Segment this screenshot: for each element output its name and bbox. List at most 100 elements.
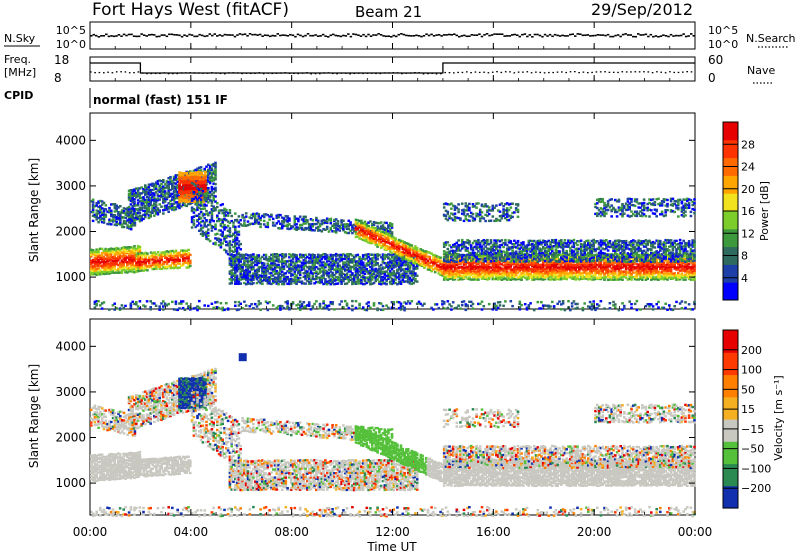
heatmap-cell — [113, 210, 117, 213]
heatmap-cell — [237, 260, 241, 263]
heatmap-cell — [230, 253, 233, 256]
heatmap-cell — [200, 182, 203, 185]
heatmap-cell — [158, 186, 161, 189]
heatmap-cell — [156, 207, 160, 210]
heatmap-cell — [342, 223, 345, 226]
heatmap-cell — [217, 209, 221, 212]
nsky-point — [339, 35, 343, 38]
heatmap-cell — [262, 271, 266, 275]
heatmap-cell — [293, 278, 297, 282]
heatmap-cell — [325, 272, 329, 275]
heatmap-cell — [158, 198, 161, 201]
heatmap-cell — [185, 181, 189, 185]
heatmap-cell — [221, 225, 224, 229]
heatmap-cell — [167, 202, 170, 205]
heatmap-cell — [363, 224, 367, 228]
heatmap-cell — [397, 272, 401, 275]
heatmap-cell — [136, 244, 140, 248]
heatmap-cell — [406, 274, 410, 277]
heatmap-cell — [187, 202, 190, 206]
heatmap-cell — [345, 227, 349, 230]
heatmap-cell — [428, 258, 432, 261]
heatmap-cell — [536, 277, 540, 281]
heatmap-cell — [91, 208, 95, 211]
heatmap-cell — [376, 268, 379, 271]
nave-point — [90, 71, 92, 73]
heatmap-cell — [185, 204, 188, 208]
heatmap-cell — [102, 213, 106, 216]
nsky-point — [503, 35, 506, 37]
heatmap-cell — [223, 226, 226, 229]
heatmap-cell — [514, 274, 518, 277]
heatmap-cell — [327, 256, 331, 259]
heatmap-cell — [252, 265, 255, 268]
heatmap-cell — [325, 270, 329, 273]
heatmap-cell — [154, 210, 158, 213]
heatmap-cell — [396, 245, 399, 249]
heatmap-cell — [507, 272, 511, 275]
heatmap-cell — [244, 272, 248, 275]
heatmap-cell — [140, 208, 143, 211]
heatmap-cell — [205, 194, 208, 197]
heatmap-cell — [124, 256, 127, 259]
heatmap-cell — [531, 268, 534, 271]
heatmap-cell — [124, 248, 127, 251]
nave-point — [193, 72, 196, 74]
heatmap-cell — [333, 261, 336, 265]
heatmap-cell — [232, 232, 235, 235]
heatmap-cell — [262, 268, 266, 271]
heatmap-cell — [102, 259, 106, 263]
heatmap-cell — [270, 259, 273, 262]
heatmap-cell — [216, 237, 219, 240]
heatmap-cell — [482, 275, 486, 278]
heatmap-cell — [534, 264, 538, 267]
heatmap-cell — [181, 188, 185, 192]
heatmap-cell — [120, 211, 124, 214]
heatmap-cell — [504, 267, 507, 270]
heatmap-cell — [180, 171, 183, 175]
heatmap-cell — [208, 223, 212, 226]
heatmap-cell — [378, 241, 381, 244]
heatmap-cell — [426, 268, 430, 271]
heatmap-cell — [181, 249, 185, 252]
heatmap-cell — [423, 256, 426, 259]
heatmap-cell — [370, 231, 374, 234]
heatmap-cell — [253, 222, 257, 225]
heatmap-cell — [131, 215, 134, 219]
nave-point — [651, 72, 654, 74]
heatmap-cell — [385, 280, 388, 283]
heatmap-cell — [214, 237, 217, 240]
heatmap-cell — [174, 174, 178, 177]
heatmap-cell — [158, 190, 161, 193]
heatmap-cell — [118, 271, 122, 274]
heatmap-cell — [354, 262, 358, 265]
heatmap-cell — [204, 187, 207, 190]
heatmap-cell — [307, 282, 311, 285]
heatmap-cell — [221, 242, 224, 245]
heatmap-cell — [162, 201, 165, 204]
nsky-point — [223, 33, 227, 36]
heatmap-cell — [367, 276, 370, 279]
heatmap-cell — [167, 250, 171, 254]
heatmap-cell — [520, 263, 523, 266]
heatmap-cell — [271, 259, 275, 263]
heatmap-cell — [196, 175, 200, 179]
heatmap-cell — [122, 219, 126, 223]
heatmap-cell — [293, 221, 297, 224]
heatmap-cell — [372, 264, 376, 267]
heatmap-cell — [212, 182, 215, 185]
heatmap-cell — [189, 183, 192, 187]
heatmap-cell — [178, 177, 181, 180]
heatmap-cell — [460, 261, 464, 264]
heatmap-cell — [257, 213, 261, 216]
heatmap-cell — [131, 188, 134, 192]
heatmap-cell — [248, 278, 252, 281]
heatmap-cell — [370, 241, 374, 245]
heatmap-cell — [216, 202, 219, 205]
heatmap-cell — [342, 263, 345, 266]
heatmap-cell — [178, 198, 181, 201]
heatmap-cell — [480, 275, 484, 279]
heatmap-cell — [181, 203, 185, 207]
heatmap-cell — [140, 186, 143, 189]
heatmap-cell — [198, 222, 201, 225]
